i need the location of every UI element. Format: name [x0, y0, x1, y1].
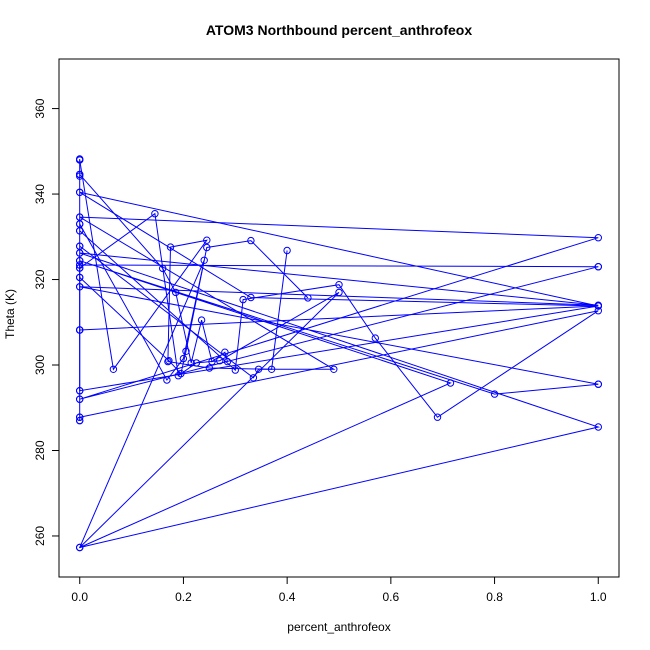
y-axis-label: Theta (K) — [3, 289, 17, 339]
data-point — [216, 357, 224, 365]
data-point — [76, 156, 84, 164]
data-point — [76, 257, 84, 265]
data-point — [203, 236, 211, 244]
data-point — [205, 364, 214, 372]
data-point — [433, 413, 442, 421]
data-point — [76, 416, 84, 425]
data-point — [371, 334, 379, 342]
data-point — [76, 283, 84, 291]
data-point — [76, 220, 84, 228]
data-point — [247, 293, 255, 302]
data-point — [76, 413, 84, 421]
x-tick-label: 0.4 — [279, 590, 296, 604]
y-tick-label: 280 — [33, 440, 47, 460]
data-point — [151, 210, 159, 218]
data-point — [203, 243, 211, 252]
data-point — [76, 273, 84, 282]
y-tick-label: 260 — [33, 526, 47, 546]
data-point — [163, 376, 171, 384]
series-line — [79, 230, 599, 418]
data-point — [239, 295, 247, 304]
chart-title: ATOM3 Northbound percent_anthrofeox — [206, 22, 472, 38]
x-tick-label: 0.6 — [383, 590, 400, 604]
data-point — [490, 390, 499, 398]
data-point — [76, 326, 84, 334]
data-point — [172, 288, 180, 297]
data-point — [594, 380, 602, 388]
data-point — [159, 264, 167, 273]
series-line — [79, 212, 599, 548]
x-tick-label: 0.2 — [175, 590, 192, 604]
data-point — [76, 170, 84, 179]
data-point — [594, 302, 602, 310]
data-point — [304, 294, 312, 302]
data-point — [76, 188, 84, 197]
data-point — [164, 357, 172, 366]
data-point — [76, 543, 84, 552]
data-point — [197, 316, 206, 324]
data-point — [109, 365, 118, 373]
data-point — [166, 243, 175, 251]
data-point — [231, 366, 240, 374]
data-point — [254, 365, 263, 373]
data-point — [174, 372, 183, 380]
data-point — [267, 365, 276, 373]
data-point — [76, 395, 84, 403]
x-axis-label: percent_anthrofeox — [287, 620, 390, 634]
data-point — [594, 234, 602, 242]
data-point — [76, 264, 84, 272]
data-point — [187, 359, 195, 367]
plot-area: 0.0 0.2 0.4 0.6 0.8 1.0 260 280 300 320 340 360 — [33, 58, 620, 604]
data-point — [223, 357, 232, 366]
data-point — [179, 354, 188, 363]
data-point — [594, 263, 602, 271]
x-tick-label: 0.8 — [486, 590, 503, 604]
data-point — [247, 236, 255, 245]
data-point — [594, 307, 602, 315]
data-point — [200, 256, 208, 264]
data-point — [249, 374, 258, 382]
y-tick-label: 340 — [33, 184, 47, 204]
data-point — [335, 281, 343, 289]
data-point — [330, 365, 338, 373]
x-tick-label: 1.0 — [590, 590, 607, 604]
y-tick-label: 320 — [33, 269, 47, 289]
series-line — [79, 191, 599, 392]
data-point — [76, 387, 84, 395]
data-point — [76, 261, 84, 269]
data-point — [446, 379, 455, 387]
data-point — [182, 347, 190, 355]
y-tick-label: 360 — [33, 98, 47, 118]
series-line — [79, 240, 309, 375]
data-point — [594, 423, 602, 431]
data-point — [165, 357, 173, 365]
data-point — [283, 246, 291, 255]
data-point — [192, 359, 201, 367]
data-point — [208, 357, 216, 366]
data-point — [221, 348, 229, 356]
y-tick-label: 300 — [33, 355, 47, 375]
x-tick-label: 0.0 — [71, 590, 88, 604]
series-line — [79, 174, 228, 364]
data-point — [335, 288, 343, 297]
data-point — [76, 249, 84, 257]
